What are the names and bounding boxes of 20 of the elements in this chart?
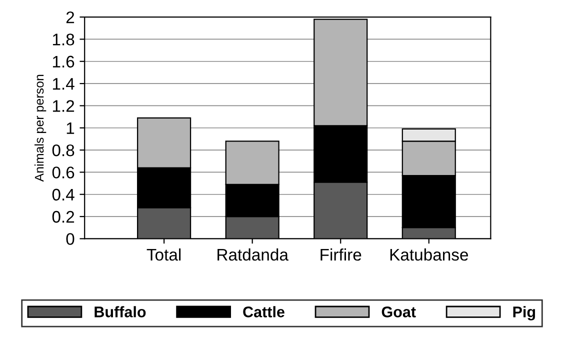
y-tick-label: 0.4 <box>52 188 74 201</box>
x-tick-label: Ratdanda <box>218 248 288 261</box>
legend-label: Goat <box>382 306 416 318</box>
y-tick-label: 1.4 <box>52 78 74 90</box>
y-tick-label: 2 <box>66 11 74 24</box>
y-tick-label: 0.8 <box>52 144 74 156</box>
y-tick-label: 1.2 <box>52 100 74 112</box>
x-tick-label: Firfire <box>320 248 362 261</box>
legend-label: Pig <box>513 306 536 320</box>
y-tick-label: 0 <box>66 233 74 245</box>
x-tick-label: Total <box>146 248 181 261</box>
y-tick-label: 0.2 <box>52 210 74 223</box>
x-tick-label: Katubanse <box>390 248 468 261</box>
y-tick-label: 1.6 <box>52 56 74 68</box>
y-axis-title: Animals per person <box>34 74 46 182</box>
y-tick-label: 1 <box>66 122 74 134</box>
y-tick-label: 1.8 <box>52 34 74 46</box>
legend-label: Cattle <box>243 306 284 318</box>
legend-label: Buffalo <box>94 306 146 318</box>
y-tick-label: 0.6 <box>52 166 74 178</box>
